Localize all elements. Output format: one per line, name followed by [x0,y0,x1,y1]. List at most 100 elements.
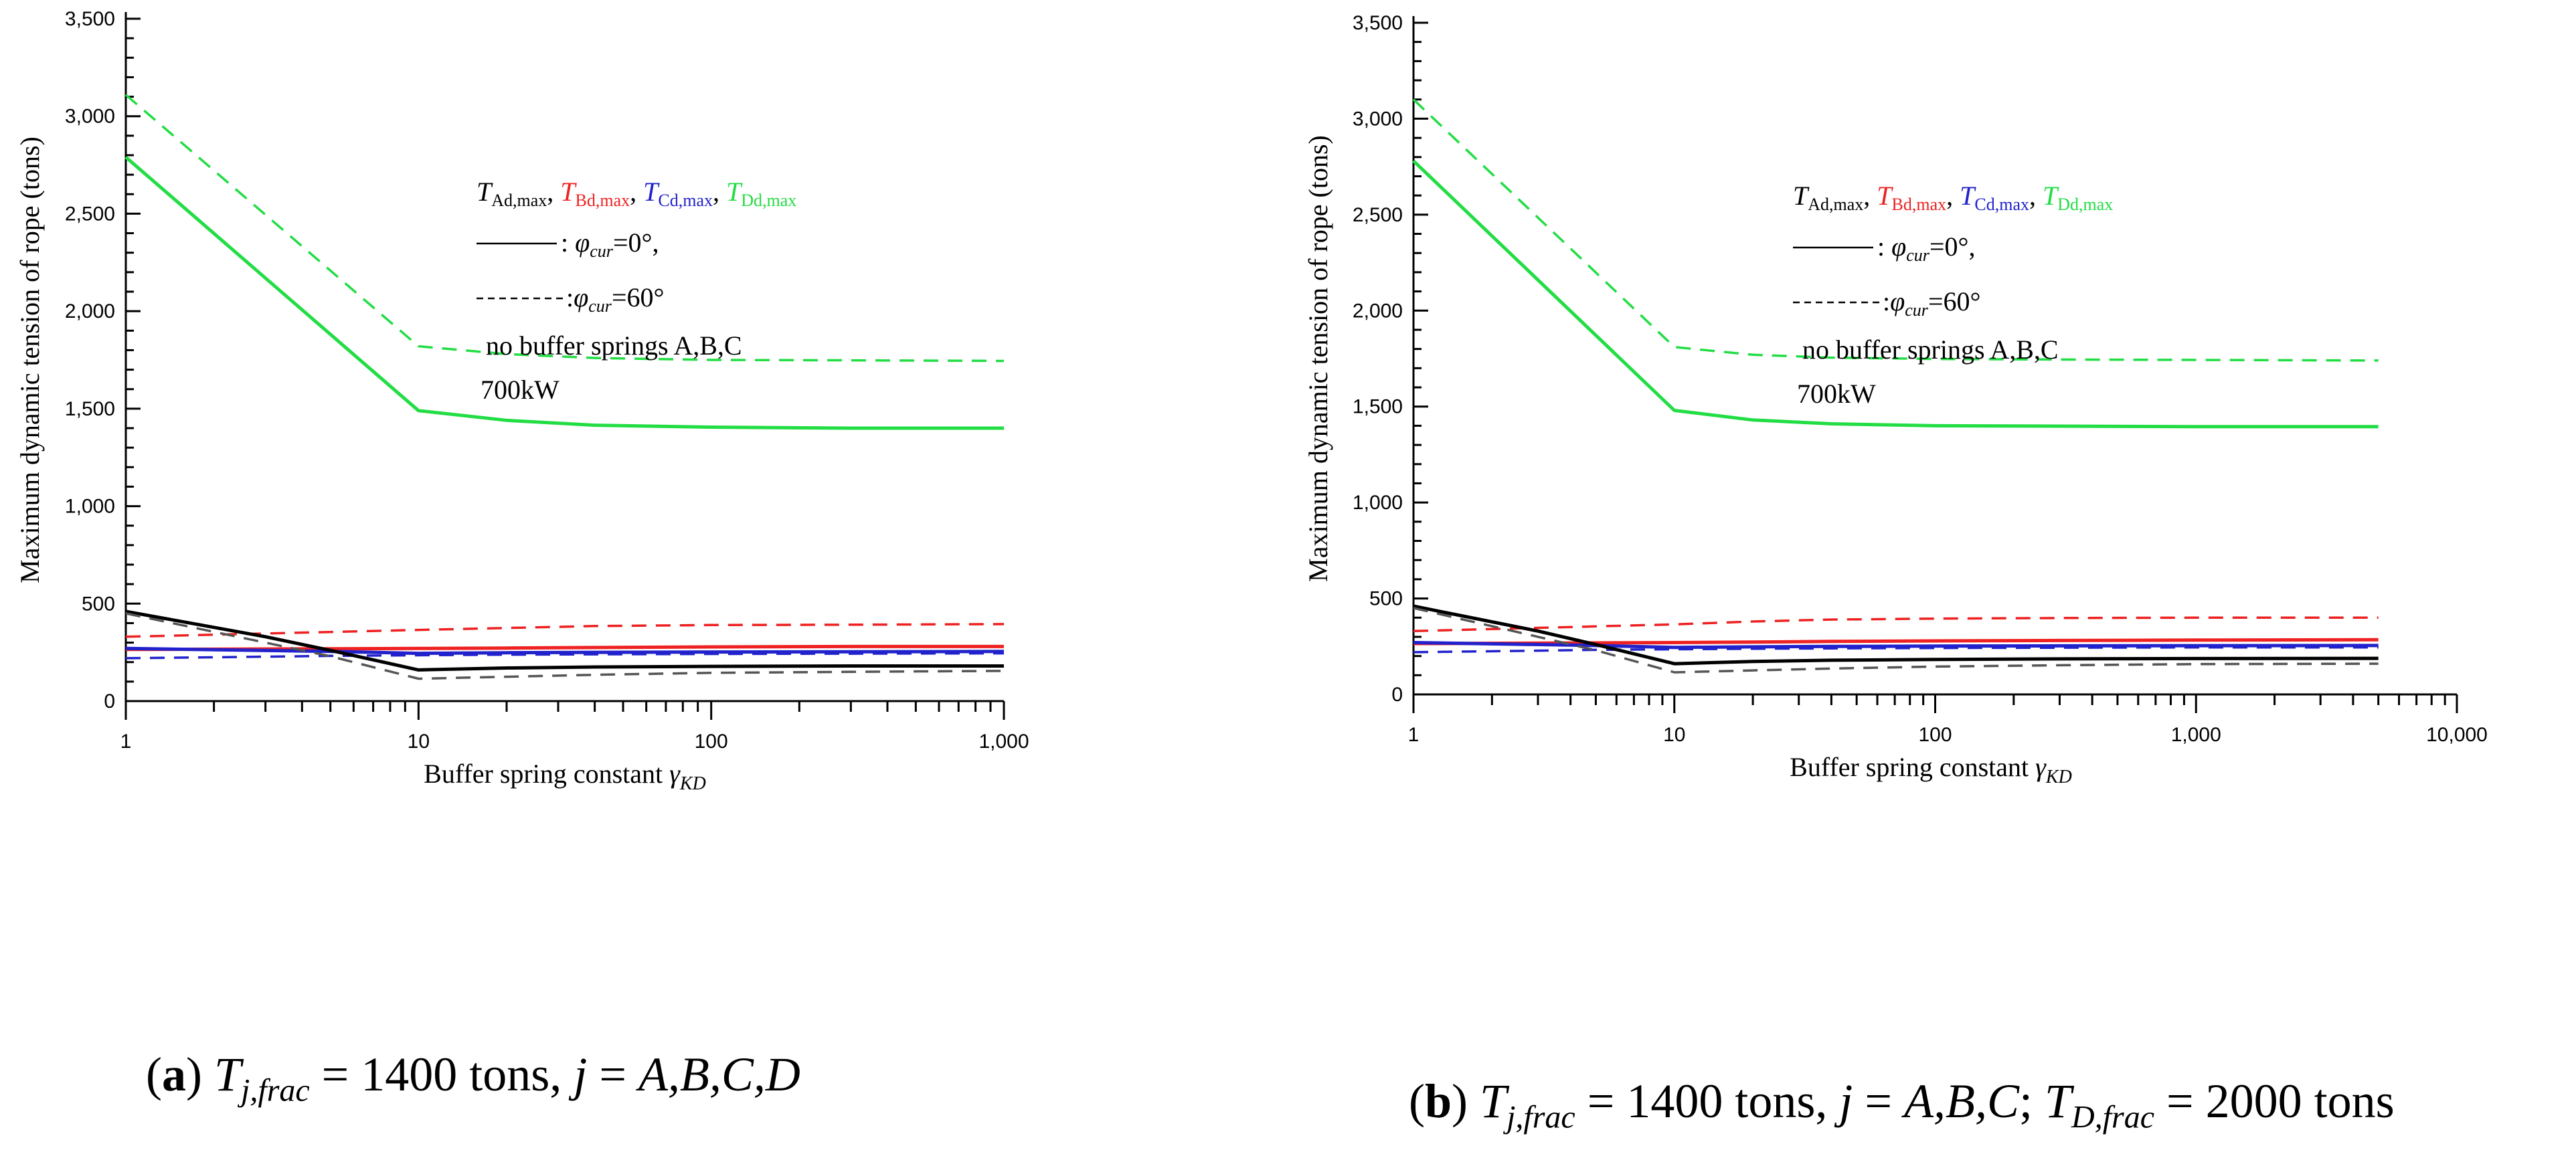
legend-separator: , [1863,181,1877,211]
x-axis-title-text: Buffer spring constant [1790,752,2035,782]
series-line [125,612,1005,680]
legend-dashed-sub: cur [1905,300,1929,320]
legend-dashed-label: :φcur=60° [566,282,665,316]
x-tick-label: 1 [1408,724,1420,746]
series-line [1413,604,2379,666]
x-tick-label: 10,000 [2426,724,2488,746]
legend-series-subscript: Bd,max [576,191,630,210]
legend-separator: , [2029,181,2043,211]
legend-series-symbol: T [1960,181,1976,211]
x-tick-label: 1,000 [978,731,1029,753]
legend-dashed-phi: φ [574,282,588,312]
series-line [125,644,1004,652]
legend: TAd,max, TBd,max, TCd,max, TDd,max: φcur… [1793,181,2113,409]
series-line [1413,641,2379,650]
series-line [125,609,1004,672]
x-axis-title-subscript: KD [2045,767,2072,787]
plot-area: 0 500 1,000 1,500 2,000 2,500 3,000 3,500 1 10 100… [1303,12,2488,787]
legend-separator: , [547,177,560,207]
legend-series-symbol: T [2043,181,2059,211]
x-tick-label: 100 [695,731,728,753]
legend-series-subscript: Ad,max [1808,195,1863,214]
series-line [125,623,1005,638]
legend-separator: , [630,177,643,207]
legend-note-power: 700kW [1797,379,1876,409]
legend-solid-phi: φ [1891,231,1906,262]
legend-dashed-prefix: : [566,282,574,312]
legend-series-subscript: Cd,max [658,191,713,210]
legend-series-row: TAd,max, TBd,max, TCd,max, TDd,max [1793,181,2113,214]
y-tick-label: 2,500 [65,203,115,225]
y-tick-label: 2,500 [1353,204,1403,226]
plot-area: 0 500 1,000 1,500 2,000 2,500 3,000 3,500 1 10 100… [15,8,1029,794]
legend-solid-label: : φcur=0°, [561,227,659,261]
legend-dashed-label: :φcur=60° [1883,286,1981,320]
legend: TAd,max, TBd,max, TCd,max, TDd,max: φcur… [477,177,796,405]
x-axis-title-text: Buffer spring constant [424,759,669,789]
legend-series-subscript: Cd,max [1974,195,2029,214]
y-tick-label: 1,000 [1353,492,1403,514]
y-tick-label: 2,000 [65,300,115,322]
legend-series-subscript: Ad,max [491,191,547,210]
y-axis-title: Maximum dynamic tension of rope (tons) [1303,135,1333,582]
chart-b: 0 500 1,000 1,500 2,000 2,500 3,000 3,500 1 10 100… [1303,12,2488,787]
y-tick-label: 2,000 [1353,300,1403,322]
legend-solid-label: : φcur=0°, [1877,231,1976,265]
legend-series-subscript: Dd,max [741,191,796,210]
y-tick-label: 3,500 [1353,12,1403,34]
legend-note-springs: no buffer springs A,B,C [1802,334,2059,365]
y-tick-label: 500 [1369,588,1403,610]
y-tick-label: 1,000 [65,496,115,518]
legend-dashed-sub: cur [588,296,612,316]
chart-a: 0 500 1,000 1,500 2,000 2,500 3,000 3,500 1 10 100… [15,8,1029,794]
legend-dashed-value: =60° [1928,286,1981,316]
series-line [1412,159,2379,429]
legend-series-subscript: Dd,max [2057,195,2113,214]
legend-note-springs: no buffer springs A,B,C [486,330,742,361]
legend-solid-value: =0°, [1929,231,1976,262]
y-tick-label: 3,000 [65,106,115,128]
series-line [1413,646,2379,654]
y-tick-label: 3,000 [1353,108,1403,130]
x-axis-title-symbol: γ [2035,752,2047,782]
y-tick-label: 3,500 [65,8,115,30]
legend-series-symbol: T [1793,181,1810,211]
x-tick-label: 1 [120,731,132,753]
legend-solid-value: =0°, [613,227,659,258]
series-line [125,646,1005,656]
legend-series-symbol: T [643,177,660,207]
legend-solid-prefix: : [561,227,575,258]
y-tick-label: 1,500 [1353,396,1403,418]
legend-series-subscript: Bd,max [1892,195,1947,214]
legend-series-symbol: T [477,177,493,207]
legend-series-symbol: T [1877,181,1893,211]
x-axis-title: Buffer spring constant γKD [1790,752,2072,787]
legend-series-symbol: T [726,177,743,207]
legend-dashed-value: =60° [612,282,665,312]
x-tick-label: 1,000 [2171,724,2221,746]
y-tick-label: 1,500 [65,398,115,420]
x-tick-label: 10 [1663,724,1685,746]
y-tick-label: 500 [82,593,115,615]
caption-b: (b) Tj,frac = 1400 tons, j = A,B,C; TD,f… [1409,1074,2395,1135]
x-axis-title: Buffer spring constant γKD [424,759,706,794]
legend-solid-sub: cur [590,242,614,261]
series-line [1412,98,2379,362]
series-line [1413,638,2379,646]
legend-dashed-phi: φ [1890,286,1905,316]
legend-note-power: 700kW [481,375,560,405]
x-axis-title-symbol: γ [669,759,681,789]
series-line [1413,607,2379,674]
legend-solid-prefix: : [1877,231,1891,262]
legend-separator: , [713,177,726,207]
legend-series-row: TAd,max, TBd,max, TCd,max, TDd,max [477,177,796,210]
legend-series-symbol: T [560,177,577,207]
caption-a: (a) Tj,frac = 1400 tons, j = A,B,C,D [146,1048,800,1109]
series-line [1413,616,2379,633]
y-tick-label: 0 [104,690,115,712]
legend-solid-sub: cur [1906,246,1930,265]
legend-dashed-prefix: : [1883,286,1890,316]
series-line [124,156,1004,430]
legend-separator: , [1946,181,1960,211]
legend-solid-phi: φ [575,227,590,258]
